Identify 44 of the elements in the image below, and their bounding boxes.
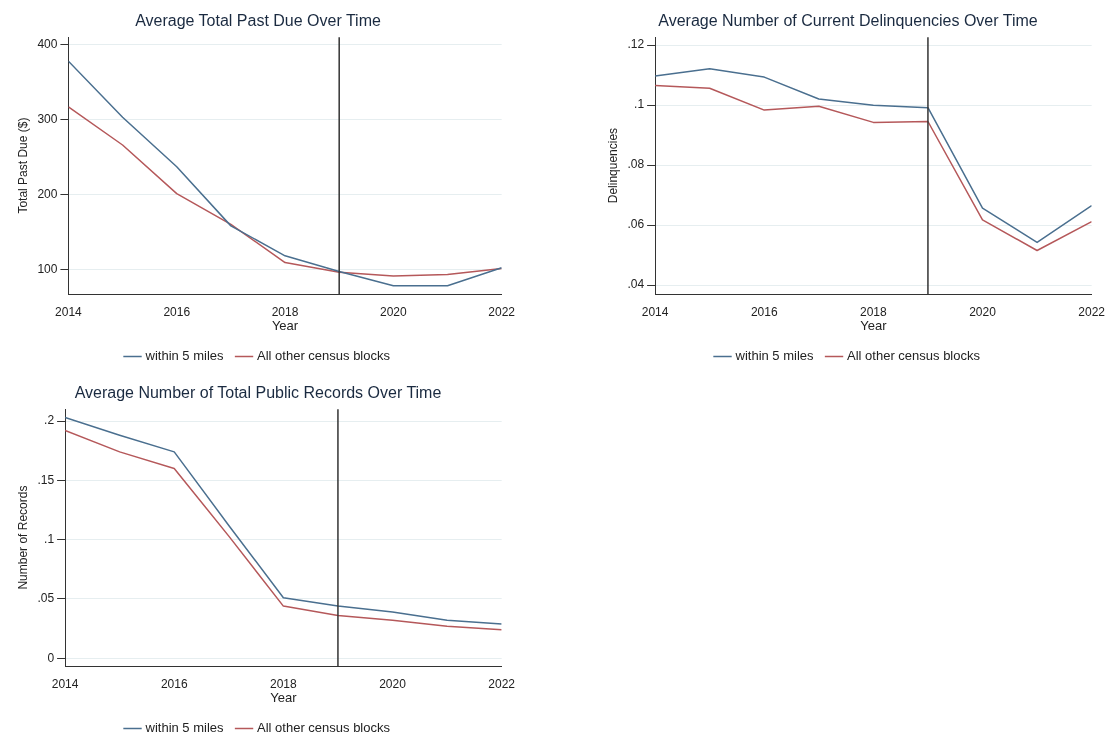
x-tick-label: 2018 [860,304,888,319]
y-tick-label: .1 [634,97,645,112]
x-tick-label: 2020 [379,304,408,319]
legend-label: All other census blocks [847,348,981,364]
legend-label: within 5 miles [144,348,225,364]
x-tick-label: 2020 [969,304,997,319]
y-tick-label: .2 [44,413,55,428]
y-tick-label: .08 [627,157,645,172]
x-tick-label: 2018 [271,304,299,319]
legend-label: All other census blocks [257,720,391,732]
x-tick-label: 2014 [55,304,83,319]
x-tick-label: 2016 [750,304,778,319]
y-axis-title: Delinquencies [605,127,620,204]
y-tick-label: 400 [37,37,58,51]
chart-title: Average Total Past Due Over Time [135,12,381,30]
chart-title: Average Number of Total Public Records Over Time [74,384,442,402]
x-tick-label: 2022 [1078,304,1105,319]
legend-label: within 5 miles [734,348,815,364]
x-tick-label: 2016 [163,304,191,319]
y-tick-label: .12 [627,37,645,52]
y-tick-label: .1 [44,531,55,546]
x-axis-title: Year [271,317,299,333]
y-tick-label: 200 [37,186,58,201]
x-tick-label: 2014 [51,676,79,691]
x-tick-label: 2020 [379,676,407,691]
y-axis-title: Number of Records [15,485,30,590]
legend-label: All other census blocks [257,348,391,364]
x-tick-label: 2018 [270,676,298,691]
x-axis-title: Year [860,317,888,333]
x-tick-label: 2022 [488,304,516,319]
chart-title: Average Number of Current Delinquencies Over Time [658,12,1038,30]
y-tick-label: 300 [37,111,58,126]
y-axis-title: Total Past Due ($) [15,117,30,214]
x-tick-label: 2022 [488,676,516,691]
y-tick-label: 100 [37,261,58,276]
y-tick-label: 0 [47,650,55,665]
x-tick-label: 2016 [160,676,188,691]
y-tick-label: .06 [627,217,645,232]
y-tick-label: .04 [627,277,645,292]
x-axis-title: Year [270,689,298,705]
x-tick-label: 2014 [641,304,669,319]
legend-label: within 5 miles [144,720,225,732]
y-tick-label: .15 [37,472,55,487]
y-tick-label: .05 [37,591,55,606]
